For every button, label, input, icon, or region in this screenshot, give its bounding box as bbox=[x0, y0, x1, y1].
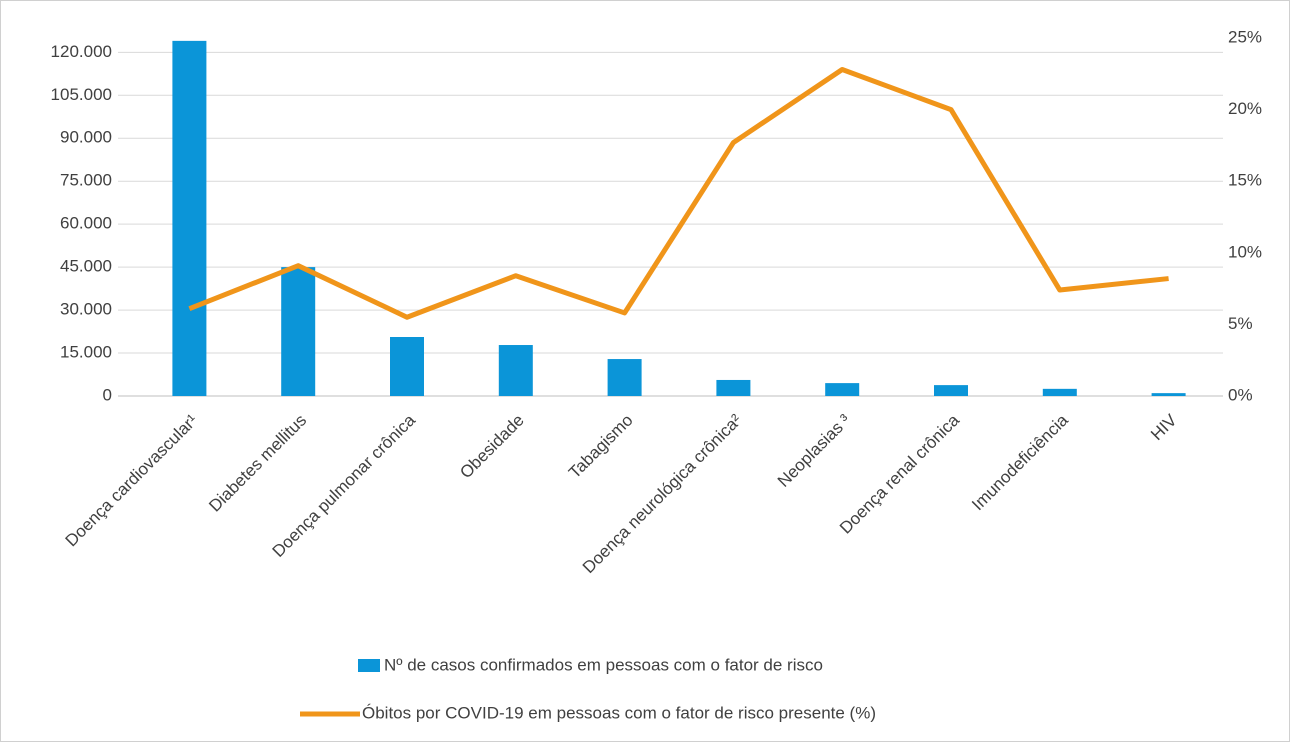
y-tick-label: 75.000 bbox=[60, 171, 112, 190]
line bbox=[188, 67, 1169, 320]
y2-tick-label: 0% bbox=[1228, 385, 1253, 404]
bar bbox=[825, 383, 860, 396]
y-tick-label: 45.000 bbox=[60, 257, 112, 276]
y-tick-label: 15.000 bbox=[60, 343, 112, 362]
legend-label: Óbitos por COVID-19 em pessoas com o fat… bbox=[362, 703, 876, 722]
y2-tick-label: 25% bbox=[1228, 27, 1262, 46]
y2-tick-label: 15% bbox=[1228, 171, 1262, 190]
y2-tick-label: 5% bbox=[1228, 314, 1253, 333]
y-tick-label: 30.000 bbox=[60, 300, 112, 319]
bar bbox=[390, 337, 424, 396]
y2-tick-label: 10% bbox=[1228, 242, 1262, 261]
bar bbox=[1151, 393, 1186, 396]
y-tick-label: 90.000 bbox=[60, 128, 112, 147]
bar bbox=[498, 345, 533, 396]
y-tick-label: 60.000 bbox=[60, 214, 112, 233]
y-tick-label: 105.000 bbox=[51, 85, 112, 104]
bar bbox=[716, 379, 751, 396]
legend-swatch bbox=[358, 659, 380, 672]
y-tick-label: 120.000 bbox=[51, 42, 112, 61]
bar bbox=[607, 359, 642, 396]
bar bbox=[1042, 388, 1077, 396]
y-tick-label: 0 bbox=[103, 385, 112, 404]
y2-tick-label: 20% bbox=[1228, 99, 1262, 118]
bar bbox=[281, 267, 316, 396]
bar bbox=[172, 40, 207, 396]
bar bbox=[934, 385, 968, 396]
legend-label: Nº de casos confirmados em pessoas com o… bbox=[384, 655, 823, 674]
